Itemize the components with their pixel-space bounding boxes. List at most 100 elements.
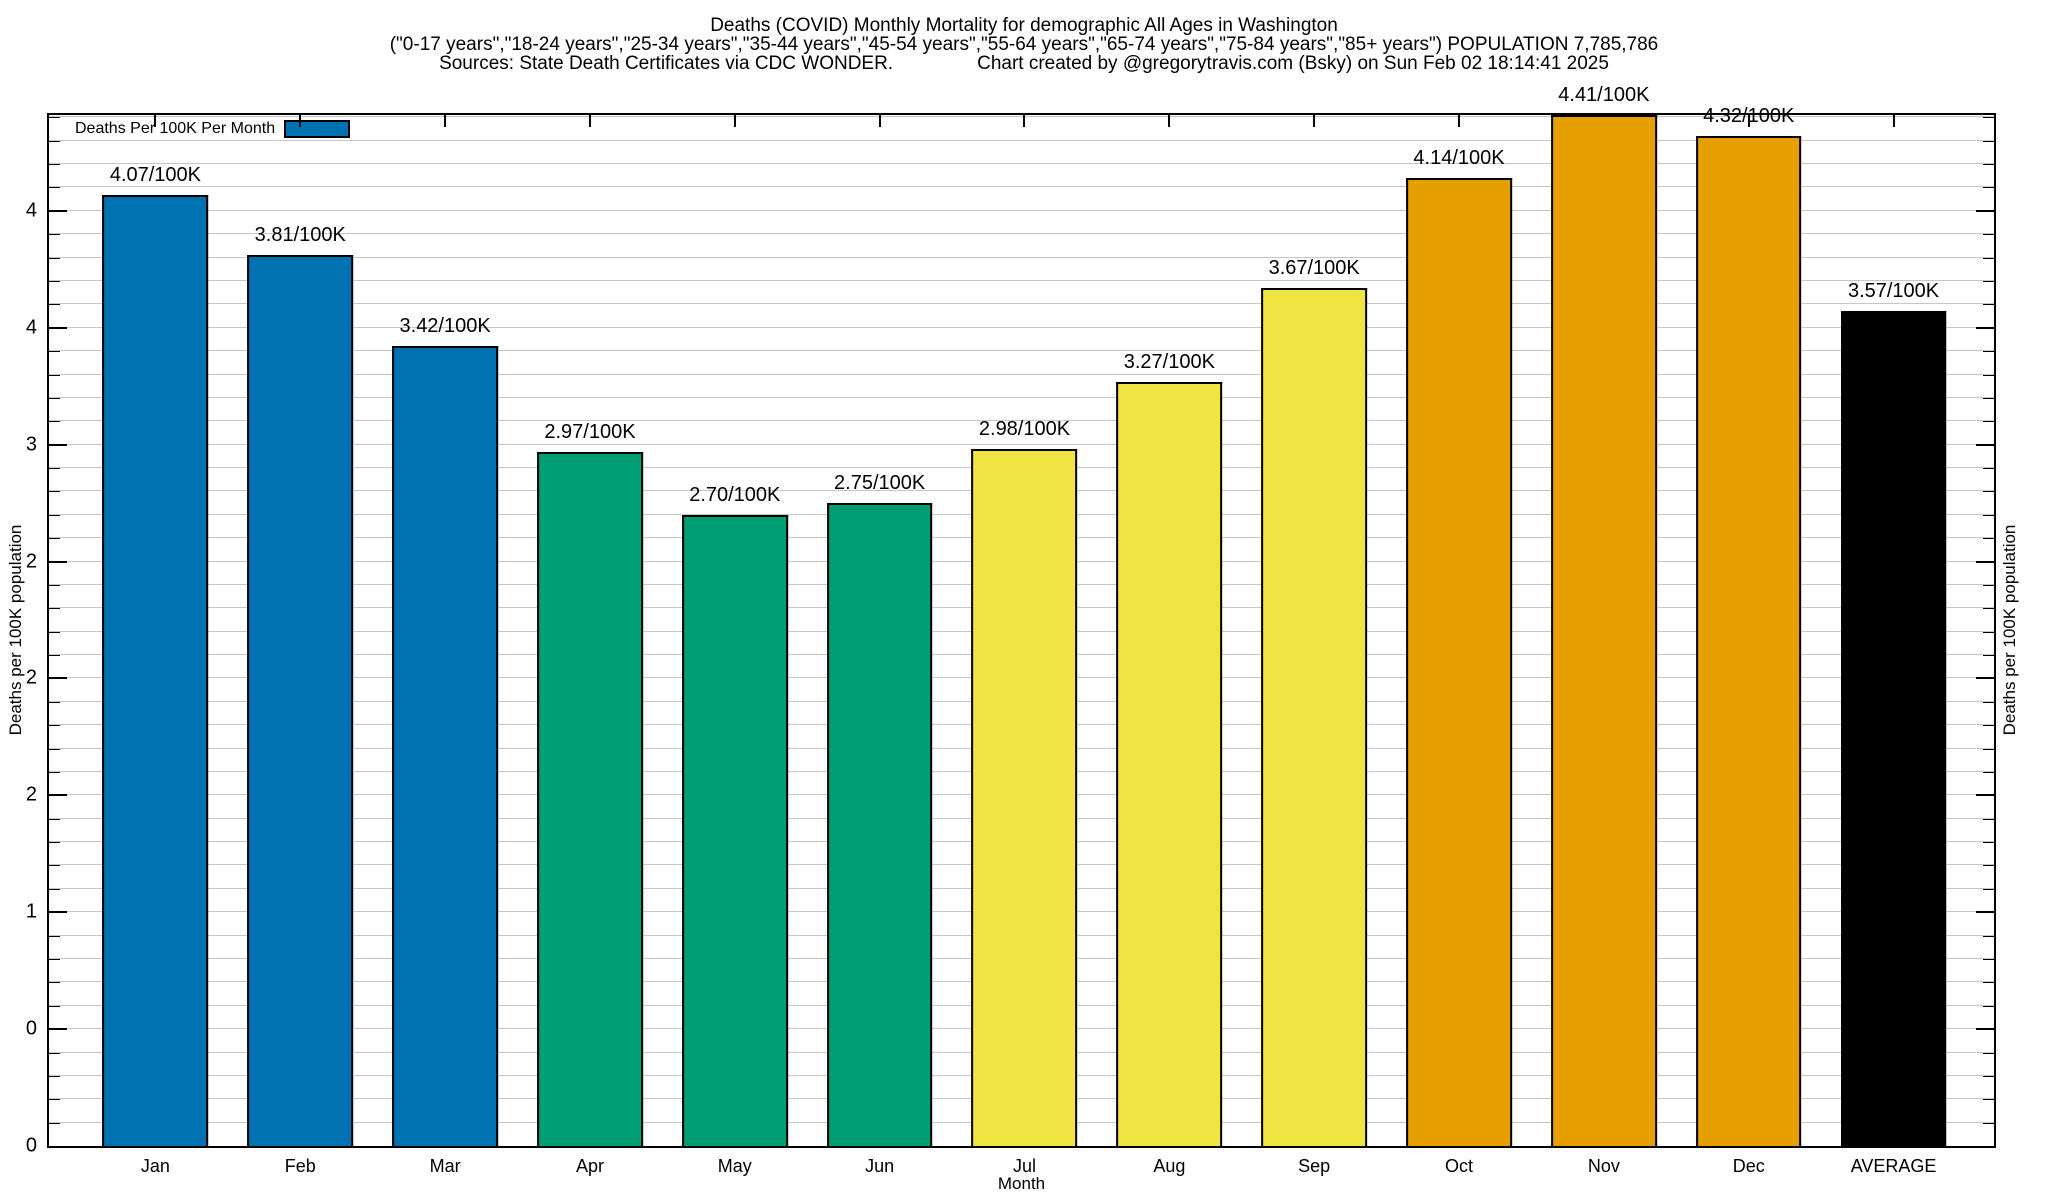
gridline (49, 303, 1994, 305)
x-tick-label: Mar (429, 1156, 461, 1176)
bar-sep (1261, 288, 1368, 1146)
y-axis-tick (49, 560, 67, 563)
y-axis-tick (49, 1028, 67, 1031)
gridline (49, 256, 1994, 258)
y-axis-tick (1983, 374, 1994, 376)
gridline (49, 326, 1994, 328)
y-tick-label: 3 (25, 433, 37, 456)
x-axis-tick (1023, 115, 1026, 127)
y-axis-tick (49, 982, 60, 984)
bar-value-label: 2.70/100K (689, 483, 781, 506)
x-axis-tick (299, 115, 302, 127)
bar-value-label: 3.67/100K (1268, 257, 1360, 280)
x-axis-title: Month (997, 1174, 1046, 1193)
y-axis-tick (1983, 842, 1994, 844)
x-tick-label: May (717, 1156, 752, 1176)
y-axis-tick (49, 140, 60, 142)
y-axis-tick (1983, 748, 1994, 750)
y-axis-tick (1983, 1052, 1994, 1054)
y-axis-tick (1983, 584, 1994, 586)
y-axis-tick (1983, 818, 1994, 820)
x-tick-label: Feb (284, 1156, 316, 1176)
y-axis-tick (1976, 1028, 1994, 1031)
y-axis-tick (1983, 257, 1994, 259)
y-axis-tick (49, 304, 60, 306)
x-tick-label: Jun (865, 1156, 895, 1176)
y-axis-tick (49, 842, 60, 844)
bar-slot: 2.98/100K Jul (952, 115, 1097, 1176)
y-axis-tick (49, 865, 60, 867)
bar-slot: 4.07/100K Jan (83, 115, 228, 1176)
y-axis-tick (1983, 304, 1994, 306)
bar-value-label: 4.14/100K (1413, 147, 1505, 170)
y-tick-label: 4 (25, 199, 37, 222)
y-tick-label: 0 (25, 1134, 37, 1157)
y-axis-tick (49, 935, 60, 937)
y-tick-label: 2 (25, 666, 37, 689)
chart-credit: Chart created by @gregorytravis.com (Bsk… (977, 53, 1609, 74)
gridline (49, 420, 1994, 422)
y-axis-tick (1976, 209, 1994, 212)
y-axis-tick (1983, 865, 1994, 867)
y-axis-tick (49, 888, 60, 890)
x-axis-tick (1747, 115, 1750, 127)
x-tick-label: Sep (1298, 1156, 1331, 1176)
y-axis-tick (49, 538, 60, 540)
bar-feb (247, 255, 354, 1146)
bar-slot: 4.32/100K Dec (1676, 105, 1821, 1176)
x-axis-tick (588, 115, 591, 127)
y-axis-tick (49, 491, 60, 493)
x-tick-label: Aug (1153, 1156, 1186, 1176)
x-axis-tick (1168, 115, 1171, 127)
gridline (49, 350, 1994, 352)
chart-source-line: Sources: State Death Certificates via CD… (0, 54, 2048, 73)
y-axis-tick (1983, 1005, 1994, 1007)
bars-container: 4.07/100K Jan 3.81/100K Feb 3.42/100K Mar 2.97… (49, 84, 1994, 1176)
bar-jun (826, 503, 933, 1146)
y-axis-tick (1983, 725, 1994, 727)
y-axis-title-left: Deaths per 100K population (6, 524, 25, 736)
y-axis-tick (49, 1005, 60, 1007)
y-axis-tick (1983, 468, 1994, 470)
y-axis-tick (1983, 234, 1994, 236)
y-axis-tick (49, 351, 60, 353)
y-axis-tick (1983, 958, 1994, 960)
y-axis-tick (1983, 164, 1994, 166)
legend-label: Deaths Per 100K Per Month (75, 120, 276, 137)
x-tick-label: Apr (575, 1156, 604, 1176)
plot-area: Deaths Per 100K Per Month 4.07/100K Jan 3.… (26, 84, 1996, 1176)
bar-value-label: 2.98/100K (978, 418, 1071, 441)
x-axis-tick (878, 115, 881, 127)
x-tick-label: Oct (1445, 1156, 1474, 1176)
bar-value-label: 3.57/100K (1847, 280, 1940, 303)
chart-sources: Sources: State Death Certificates via CD… (439, 53, 894, 74)
x-tick-label: AVERAGE (1850, 1156, 1937, 1176)
y-axis-tick (49, 117, 60, 119)
y-axis-tick (1983, 701, 1994, 703)
bar-slot: 2.70/100K May (662, 115, 807, 1176)
bar-aug (1116, 381, 1223, 1146)
y-axis-tick (1983, 421, 1994, 423)
y-axis-tick (1983, 655, 1994, 657)
x-axis-tick (1458, 115, 1461, 127)
bar-value-label: 3.42/100K (399, 315, 491, 338)
y-axis-tick (1983, 140, 1994, 142)
y-axis-tick (1976, 677, 1994, 680)
bar-value-label: 2.75/100K (834, 472, 926, 495)
gridline (49, 209, 1994, 211)
bar-average (1840, 311, 1947, 1146)
y-axis-tick (49, 584, 60, 586)
gridline (49, 233, 1994, 235)
bar-value-label: 3.81/100K (254, 224, 346, 247)
bar-value-label: 3.27/100K (1123, 350, 1215, 373)
bar-may (681, 514, 788, 1146)
y-axis-tick (49, 421, 60, 423)
bar-value-label: 2.97/100K (544, 420, 636, 443)
bar-slot: 3.27/100K Aug (1097, 115, 1242, 1176)
y-axis-tick (49, 818, 60, 820)
x-axis-tick (1892, 115, 1895, 127)
y-axis-tick (1976, 443, 1994, 446)
bar-oct (1406, 178, 1512, 1146)
x-axis-tick (733, 115, 736, 127)
